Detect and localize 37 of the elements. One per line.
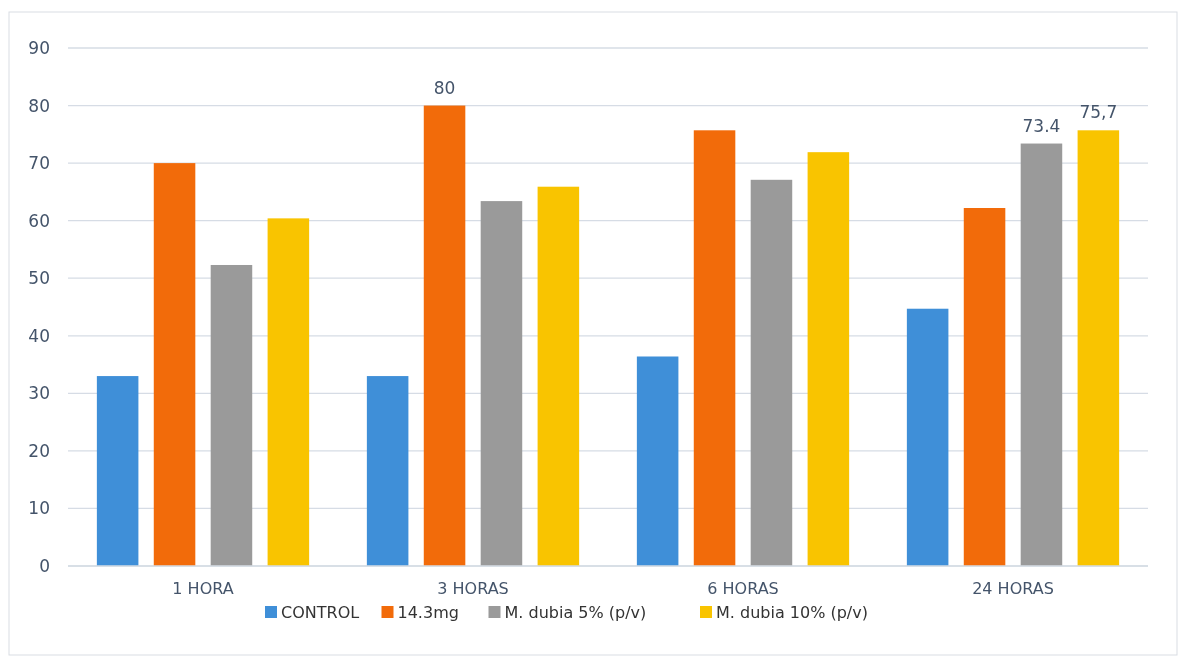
y-tick-label: 60 [28,210,50,231]
bar [693,130,736,566]
data-label: 73.4 [1022,115,1061,136]
y-tick-label: 80 [28,95,50,116]
y-tick-label: 40 [28,325,50,346]
y-tick-label: 20 [28,440,50,461]
bar [423,105,466,566]
y-tick-label: 0 [39,555,50,576]
legend-label: 14.3mg [397,602,459,622]
x-tick-label: 1 HORA [172,579,234,598]
bar [210,264,253,566]
y-tick-label: 70 [28,153,50,174]
bar [906,308,949,566]
bar [366,376,409,566]
bar [1077,130,1120,566]
legend-label: CONTROL [281,602,360,622]
bar [153,163,196,566]
legend-label: M. dubia 10% (p/v) [716,602,868,622]
legend-label: M. dubia 5% (p/v) [504,602,647,622]
bar [1020,143,1063,566]
y-tick-label: 50 [28,268,50,289]
y-tick-label: 30 [28,383,50,404]
x-tick-label: 3 HORAS [437,579,509,598]
bar [267,218,310,566]
bar [636,356,679,566]
bar [96,376,139,566]
bar [807,152,850,566]
x-tick-label: 6 HORAS [707,579,779,598]
data-label: 80 [433,77,456,98]
data-label: 75,7 [1079,102,1118,123]
y-tick-label: 10 [28,498,50,519]
bar [480,201,523,566]
bar [963,208,1006,566]
x-tick-label: 24 HORAS [972,579,1054,598]
y-tick-label: 90 [28,37,50,58]
bar [537,186,580,566]
bar [750,179,793,566]
